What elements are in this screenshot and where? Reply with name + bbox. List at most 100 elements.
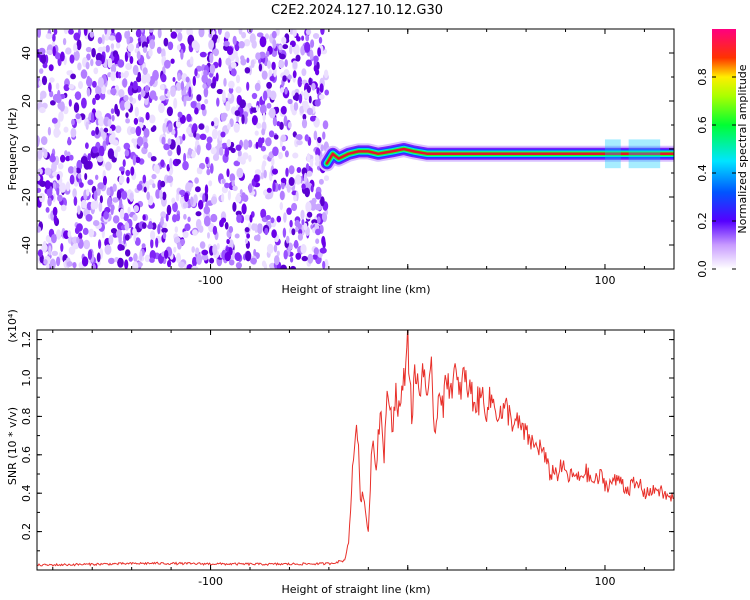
noise-blob: [158, 102, 165, 114]
noise-blob: [320, 196, 325, 207]
noise-blob: [174, 226, 178, 233]
y-tick-label: 0.2: [20, 523, 33, 541]
noise-blob: [160, 84, 165, 91]
noise-blob: [135, 156, 141, 164]
noise-blob: [301, 68, 307, 77]
noise-blob: [244, 214, 251, 221]
noise-blob: [185, 76, 190, 83]
noise-blob: [73, 32, 81, 41]
noise-blob: [209, 64, 216, 74]
noise-blob: [63, 126, 69, 133]
noise-blob: [51, 162, 57, 172]
colorbar-tick-label: 0.0: [696, 260, 709, 278]
signal-band-bulge: [604, 139, 621, 169]
noise-blob: [83, 29, 88, 36]
y-tick-label: -40: [20, 236, 33, 254]
snr-x-ticks: -100 100: [52, 330, 645, 588]
noise-blob: [296, 167, 302, 173]
noise-blob: [230, 147, 236, 154]
noise-blob: [224, 222, 229, 230]
colorbar: 0.0 0.2 0.4 0.6 0.8 Normalized spectral ampl…: [696, 29, 749, 278]
noise-blob: [43, 148, 48, 159]
x-tick-label: 100: [594, 575, 615, 588]
noise-blob: [300, 244, 307, 254]
noise-blob: [40, 53, 47, 64]
noise-blob: [183, 152, 187, 163]
noise-blob: [148, 179, 155, 186]
noise-blob: [118, 89, 125, 98]
noise-blob: [39, 192, 45, 203]
noise-blob: [184, 223, 191, 231]
noise-blob: [86, 53, 91, 61]
noise-blob: [209, 52, 214, 64]
noise-blob: [142, 222, 147, 229]
noise-blob: [148, 114, 156, 124]
noise-blob: [307, 253, 314, 264]
noise-blob: [265, 137, 272, 147]
noise-blob: [179, 189, 186, 196]
noise-blob: [110, 87, 117, 96]
noise-blob: [238, 29, 243, 35]
noise-blob: [195, 65, 203, 72]
noise-blob: [193, 194, 198, 204]
noise-blob: [145, 73, 151, 84]
noise-blob: [293, 195, 297, 202]
noise-blob: [119, 166, 125, 172]
noise-blob: [232, 201, 237, 212]
noise-blob: [73, 196, 78, 206]
noise-blob: [67, 166, 75, 174]
noise-blob: [256, 223, 263, 235]
noise-blob: [132, 261, 139, 269]
noise-blob: [295, 252, 302, 260]
noise-blob: [90, 112, 95, 124]
noise-blob: [37, 226, 42, 233]
noise-blob: [268, 130, 275, 138]
noise-blob: [319, 247, 327, 254]
noise-blob: [87, 153, 92, 162]
noise-blob: [123, 94, 129, 102]
noise-blob: [176, 144, 181, 156]
noise-blob: [306, 211, 313, 218]
noise-blob: [81, 256, 89, 267]
noise-blob: [71, 118, 75, 126]
noise-blob: [202, 83, 207, 89]
noise-blob: [125, 63, 132, 70]
noise-blob: [93, 220, 100, 227]
noise-blob: [266, 81, 272, 89]
noise-blob: [246, 81, 250, 91]
noise-blob: [152, 125, 157, 132]
noise-blob: [300, 209, 305, 220]
noise-blob: [188, 182, 194, 188]
noise-blob: [281, 145, 286, 152]
noise-blob: [201, 74, 208, 84]
noise-blob: [284, 88, 288, 95]
noise-blob: [206, 168, 211, 176]
noise-blob: [163, 37, 169, 47]
noise-blob: [135, 126, 142, 137]
y-tick-label: 0.4: [20, 484, 33, 502]
noise-blob: [301, 183, 306, 190]
noise-blob: [178, 261, 185, 268]
noise-blob: [289, 44, 293, 55]
noise-blob: [199, 133, 207, 140]
noise-blob: [254, 130, 259, 136]
noise-blob: [44, 167, 52, 176]
noise-blob: [271, 61, 276, 71]
noise-blob: [112, 215, 120, 224]
noise-blob: [242, 152, 249, 160]
noise-blob: [51, 250, 58, 256]
noise-blob: [313, 247, 319, 256]
noise-blob: [176, 159, 181, 165]
noise-blob: [203, 87, 209, 98]
noise-blob: [262, 112, 266, 122]
noise-blob: [81, 97, 87, 109]
colorbar-tick-label: 0.8: [696, 68, 709, 86]
noise-blob: [144, 85, 150, 93]
noise-blob: [176, 44, 181, 51]
noise-blob: [52, 206, 58, 217]
y-tick-label: 1.0: [20, 369, 33, 387]
noise-blob: [171, 197, 176, 204]
noise-blob: [107, 148, 115, 160]
noise-blob: [210, 163, 214, 174]
noise-blob: [311, 197, 317, 204]
